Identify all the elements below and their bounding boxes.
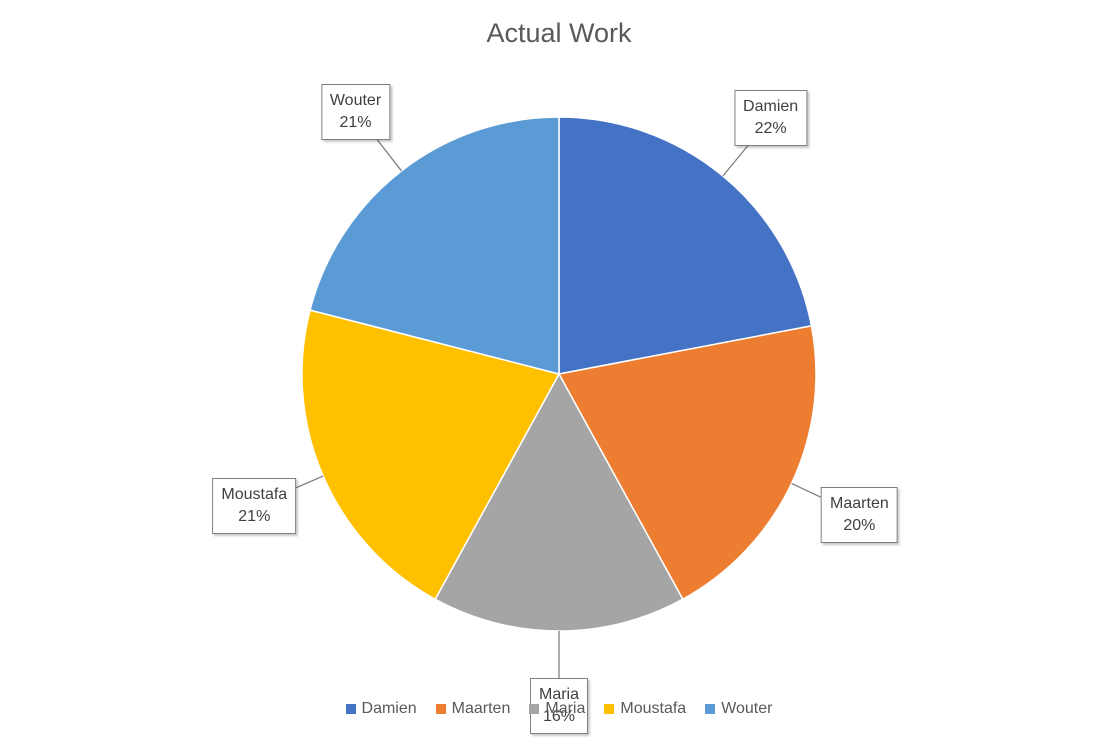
legend-item-moustafa: Moustafa — [604, 700, 686, 718]
legend-label: Maarten — [451, 700, 511, 717]
data-label-percent: 22% — [754, 120, 787, 138]
legend-label: Moustafa — [620, 700, 687, 717]
legend-item-damien: Damien — [345, 700, 417, 718]
legend-swatch — [604, 704, 615, 714]
legend-swatch — [705, 704, 716, 714]
data-label-percent: 21% — [339, 113, 372, 131]
data-label-percent: 16% — [542, 708, 576, 725]
legend-swatch — [435, 704, 446, 714]
legend-swatch — [345, 704, 356, 714]
data-label-category: Wouter — [329, 91, 382, 109]
chart-legend: Damien Maarten Maria Moustafa Wouter — [0, 700, 1118, 718]
pie-slice-maarten — [557, 324, 817, 601]
data-label-percent: 21% — [238, 507, 271, 525]
data-label-maarten: Maarten 20% — [821, 487, 898, 544]
legend-item-maria: Maria — [529, 700, 585, 718]
data-label-maria: Maria 16% — [529, 678, 589, 734]
pie-slice-damien — [558, 116, 813, 375]
legend-swatch — [529, 704, 540, 714]
data-label-category: Maarten — [830, 495, 889, 513]
data-label-category: Maria — [538, 686, 580, 703]
data-label-category: Damien — [743, 98, 799, 116]
legend-item-wouter: Wouter — [705, 700, 772, 718]
legend-label: Wouter — [721, 700, 773, 717]
chart-title: Actual Work — [486, 18, 632, 48]
data-label-percent: 20% — [843, 517, 876, 535]
data-label-moustafa: Moustafa 21% — [212, 477, 297, 534]
data-label-wouter: Wouter 21% — [320, 83, 391, 140]
legend-item-maarten: Maarten — [435, 700, 511, 718]
data-label-category: Moustafa — [221, 485, 288, 503]
legend-label: Damien — [361, 700, 417, 717]
legend-label: Maria — [545, 700, 586, 717]
data-label-damien: Damien 22% — [734, 90, 808, 147]
